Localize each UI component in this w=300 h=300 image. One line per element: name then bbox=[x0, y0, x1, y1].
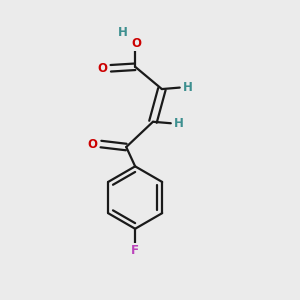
Text: F: F bbox=[131, 244, 139, 257]
Text: O: O bbox=[87, 138, 97, 151]
Text: H: H bbox=[118, 26, 128, 38]
Text: H: H bbox=[183, 81, 193, 94]
Text: O: O bbox=[98, 62, 107, 75]
Text: O: O bbox=[132, 38, 142, 50]
Text: H: H bbox=[174, 117, 184, 130]
